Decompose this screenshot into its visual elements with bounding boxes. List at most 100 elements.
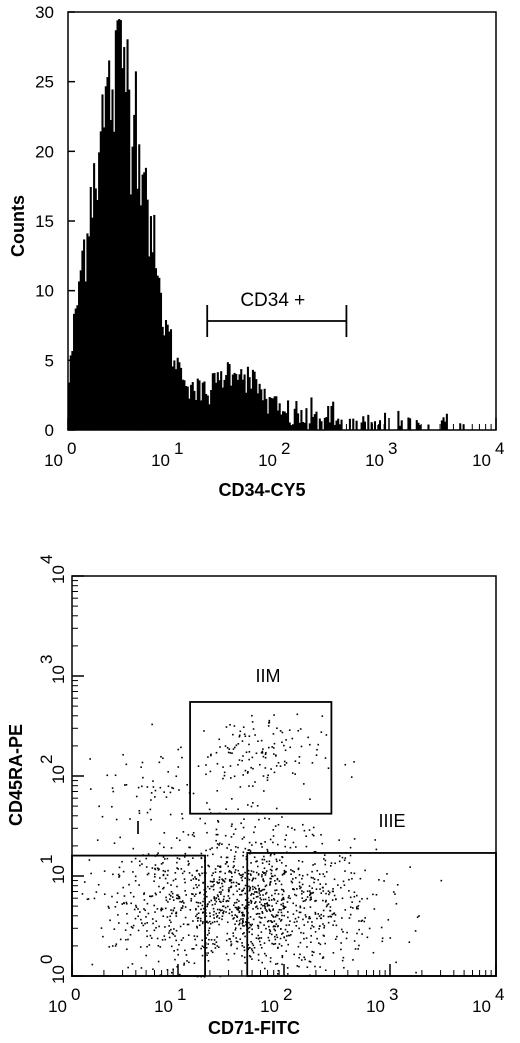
scatter-point [221,915,224,918]
scatter-point [221,882,223,885]
histogram-bar [440,420,443,430]
x-tick-exponent: 4 [495,439,504,458]
scatter-point [160,863,163,865]
histogram-bar [415,420,418,430]
scatter-point [243,949,246,952]
scatter-point [230,886,233,888]
scatter-point [238,888,241,890]
scatter-point [216,846,218,849]
scatter-point [239,927,242,930]
scatter-point [239,893,241,896]
scatter-point [322,899,324,902]
y-tick-exponent: 1 [37,855,56,864]
gate-label: IIIE [378,811,405,831]
scatter-point [191,948,193,950]
scatter-point [291,881,294,884]
scatter-point [193,895,196,897]
scatter-point [171,786,173,789]
scatter-point [132,847,135,850]
scatter-point [346,931,348,934]
scatter-point [265,872,267,874]
scatter-point [276,900,279,902]
scatter-point [201,945,204,947]
histogram-bar [71,351,74,430]
scatter-point [261,858,264,861]
scatter-point [146,922,149,924]
scatter-point [90,872,92,875]
scatter-point [201,872,203,875]
scatter-point [164,870,167,873]
scatter-point [232,881,235,884]
histogram-bar [236,379,239,430]
scatter-point [298,885,301,888]
scatter-point [126,922,129,925]
scatter-point [176,948,179,951]
scatter-point [325,899,327,902]
scatter-point [283,744,285,747]
scatter-point [125,783,128,786]
scatter-point [193,835,196,838]
scatter-point [321,842,324,845]
scatter-point [144,922,146,925]
scatter-point [266,920,269,923]
scatter-point [329,906,332,908]
scatter-point [153,904,155,907]
histogram-bar [73,313,76,430]
histogram-bars [68,19,465,431]
scatter-point [311,950,314,953]
scatter-point [150,895,153,898]
scatter-point [187,864,190,866]
scatter-point [281,963,283,966]
scatter-point [259,944,262,946]
scatter-point [227,889,230,891]
scatter-point [276,925,279,928]
scatter-point [200,852,203,855]
scatter-point [212,853,214,856]
scatter-point [170,890,173,893]
scatter-point [335,898,337,901]
scatter-point [192,893,194,896]
histogram-bar [362,416,365,430]
scatter-point [162,873,165,876]
scatter-point [140,766,142,768]
histogram-bar [308,423,311,430]
scatter-point [116,892,119,894]
scatter-point [144,909,147,912]
scatter-point [341,917,343,919]
scatter-point [233,775,236,778]
scatter-point [229,938,231,940]
scatter-point [319,883,322,885]
scatter-point [260,931,263,933]
scatter-point [344,857,347,859]
scatter-point [256,907,259,910]
scatter-point [150,799,152,801]
scatter-point [237,909,240,911]
scatter-point [177,766,180,768]
scatter-point [208,938,210,941]
scatter-point [174,958,176,961]
histogram-bar [188,398,191,430]
scatter-point [164,926,166,928]
histogram-bar [113,131,116,430]
scatter-point [192,832,195,834]
scatter-point [150,937,153,939]
scatter-point [312,834,315,837]
scatter-point [275,934,278,936]
scatter-point [268,939,271,942]
scatter-point [123,902,125,904]
scatter-point [211,921,214,924]
scatter-point [311,954,314,957]
scatter-point [194,876,196,878]
histogram-bar [154,268,158,430]
scatter-point [251,714,253,717]
scatter-point [174,878,177,880]
scatter-point [191,893,193,895]
scatter-point [315,888,318,891]
scatter-point [234,828,237,831]
scatter-point [329,909,332,912]
histogram-bar [228,363,231,430]
scatter-point [209,915,211,918]
scatter-point [236,890,238,893]
histogram-bar [98,152,101,430]
scatter-point [225,953,228,955]
